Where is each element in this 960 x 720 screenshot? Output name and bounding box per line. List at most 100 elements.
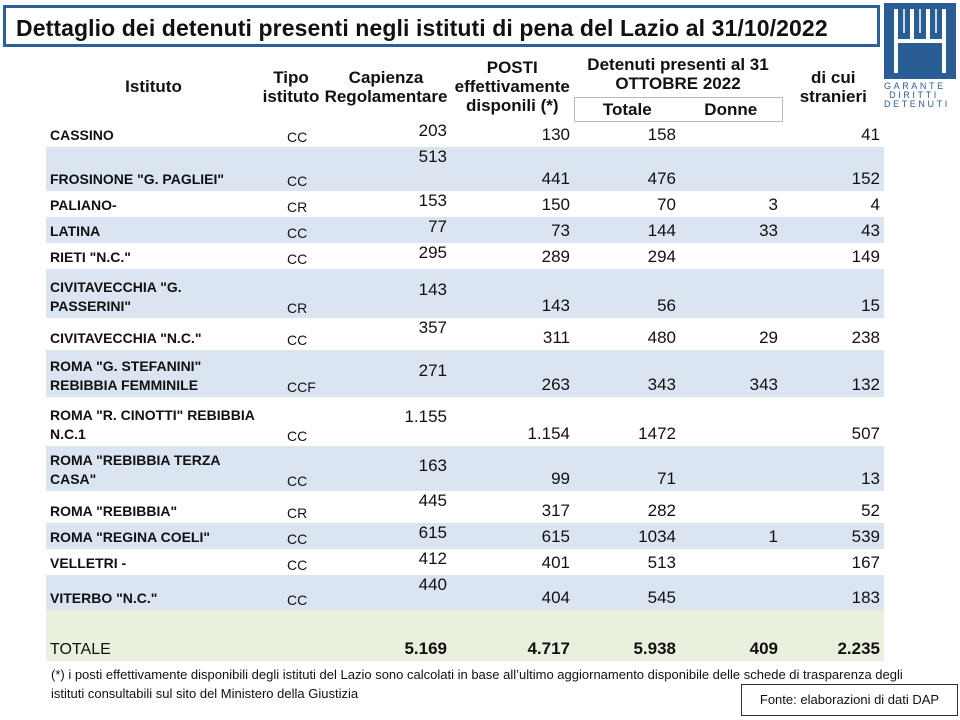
header-stranieri: di cui stranieri [799, 67, 867, 106]
totals-tipo [261, 610, 321, 661]
cell-tipo: CR [287, 505, 308, 521]
cell-donne: 1 [680, 523, 782, 549]
cell-donne [680, 243, 782, 269]
table-subheader-row: Totale Donne [46, 97, 884, 122]
cell-istituto: ROMA "REGINA COELI" [46, 523, 261, 549]
cell-posti: 615 [451, 523, 574, 549]
cell-totale: 71 [574, 446, 680, 491]
table-row: ROMA "G. STEFANINI" REBIBBIA FEMMINILE C… [46, 350, 884, 397]
cell-donne [680, 549, 782, 575]
header-donne: Donne [680, 97, 783, 122]
cell-capienza: 445 [418, 491, 447, 510]
cell-totale: 513 [647, 553, 676, 572]
cell-tipo: CC [261, 147, 321, 191]
table-row: ROMA "REBIBBIA TERZA CASA" CC 163 99 71 … [46, 446, 884, 491]
cell-stranieri: 152 [782, 147, 884, 191]
garante-logo-mark [884, 3, 956, 79]
cell-totale: 1034 [574, 523, 680, 549]
cell-totale: 343 [574, 350, 680, 397]
table-row: CIVITAVECCHIA "N.C." CC 357 311 480 29 2… [46, 318, 884, 350]
cell-totale: 1472 [638, 424, 676, 443]
page-title: Dettaglio dei detenuti presenti negli is… [16, 15, 828, 41]
cell-tipo: CC [287, 129, 308, 145]
cell-totale: 545 [574, 575, 680, 610]
cell-stranieri: 41 [861, 125, 880, 144]
cell-tipo: CC [287, 557, 308, 573]
cell-istituto: ROMA "G. STEFANINI" REBIBBIA FEMMINILE [46, 350, 261, 397]
cell-tipo: CC [261, 217, 321, 243]
totals-capienza: 5.169 [321, 610, 451, 661]
table-header-row: Istituto Tipo istituto Capienza Regolame… [46, 52, 884, 115]
totals-posti: 4.717 [451, 610, 574, 661]
table-row: ROMA "R. CINOTTI" REBIBBIA N.C.1 CC 1.15… [46, 397, 884, 446]
cell-totale: 282 [647, 501, 676, 520]
cell-istituto: CIVITAVECCHIA "N.C." [50, 330, 202, 346]
cell-totale: 70 [657, 195, 676, 214]
cell-istituto: VELLETRI - [50, 555, 127, 571]
header-totale: Totale [573, 97, 680, 122]
cell-tipo: CR [261, 269, 321, 318]
table-row: VITERBO "N.C." CC 440 404 545 183 [46, 575, 884, 610]
cell-posti: 311 [542, 328, 570, 347]
totals-stranieri: 2.235 [782, 610, 884, 661]
cell-capienza: 1.155 [404, 406, 447, 426]
cell-posti: 73 [451, 217, 574, 243]
totals-row: TOTALE 5.169 4.717 5.938 409 2.235 [46, 610, 884, 661]
cell-stranieri: 167 [851, 553, 880, 572]
table-row: FROSINONE "G. PAGLIEI" CC 513 441 476 15… [46, 147, 884, 191]
detenuti-table: Istituto Tipo istituto Capienza Regolame… [46, 52, 884, 661]
table-row: ROMA "REGINA COELI" CC 615 615 1034 1 53… [46, 523, 884, 549]
cell-tipo: CC [261, 446, 321, 491]
cell-donne: 343 [680, 350, 782, 397]
cell-stranieri: 13 [782, 446, 884, 491]
cell-stranieri: 52 [861, 501, 880, 520]
cell-posti: 441 [451, 147, 574, 191]
header-capienza: Capienza Regolamentare [324, 67, 448, 106]
cell-donne [680, 147, 782, 191]
cell-totale: 476 [574, 147, 680, 191]
totals-donne: 409 [680, 610, 782, 661]
cell-tipo: CCF [261, 350, 321, 397]
cell-posti: 99 [451, 446, 574, 491]
cell-stranieri: 149 [851, 247, 880, 266]
table-row: PALIANO- CR 153 150 70 3 4 [46, 191, 884, 217]
cell-capienza: 143 [321, 269, 451, 318]
cell-posti: 289 [541, 247, 570, 266]
cell-stranieri: 507 [851, 424, 880, 443]
cell-tipo: CC [261, 523, 321, 549]
cell-donne [680, 269, 782, 318]
garante-logo: GARANTE DIRITTI DETENUTI [884, 3, 960, 109]
cell-donne: 33 [680, 217, 782, 243]
cell-capienza: 357 [418, 318, 447, 337]
cell-tipo: CC [287, 251, 308, 267]
totals-totale: 5.938 [574, 610, 680, 661]
cell-posti: 401 [541, 553, 570, 572]
table-row: ROMA "REBIBBIA" CR 445 317 282 52 [46, 491, 884, 523]
table-row: LATINA CC 77 73 144 33 43 [46, 217, 884, 243]
header-detenuti: Detenuti presenti al 31 OTTOBRE 2022 [574, 52, 782, 98]
table-row: VELLETRI - CC 412 401 513 167 [46, 549, 884, 575]
cell-posti: 263 [451, 350, 574, 397]
cell-istituto: LATINA [46, 217, 261, 243]
cell-donne [680, 397, 782, 446]
cell-capienza: 153 [418, 191, 447, 210]
cell-totale: 158 [647, 125, 676, 144]
cell-posti: 1.154 [527, 424, 570, 443]
cell-istituto: VITERBO "N.C." [46, 575, 261, 610]
cell-istituto: ROMA "R. CINOTTI" REBIBBIA N.C.1 [50, 407, 255, 442]
cell-capienza: 203 [418, 121, 447, 140]
cell-stranieri: 4 [870, 195, 880, 214]
cell-istituto: CIVITAVECCHIA "G. PASSERINI" [46, 269, 261, 318]
cell-tipo: CC [287, 332, 308, 348]
source-box: Fonte: elaborazioni di dati DAP [741, 684, 958, 716]
cell-donne [680, 575, 782, 610]
cell-istituto: ROMA "REBIBBIA" [50, 503, 178, 519]
cell-donne [680, 121, 782, 147]
cell-stranieri: 539 [782, 523, 884, 549]
cell-totale: 144 [574, 217, 680, 243]
title-box: Dettaglio dei detenuti presenti negli is… [3, 5, 880, 47]
cell-totale: 480 [647, 328, 676, 347]
table-row: CASSINO CC 203 130 158 41 [46, 121, 884, 147]
table-row: CIVITAVECCHIA "G. PASSERINI" CR 143 143 … [46, 269, 884, 318]
cell-tipo: CR [287, 199, 308, 215]
